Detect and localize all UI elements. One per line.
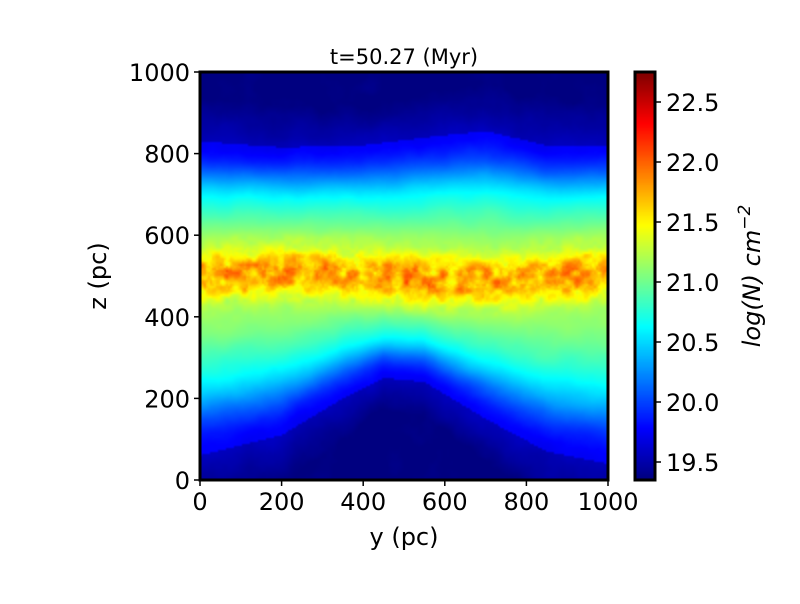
colorbar — [635, 72, 655, 480]
colorbar-tick-label: 19.5 — [666, 449, 719, 477]
colorbar-tick-label: 21.0 — [666, 269, 719, 297]
colorbar-label: log(N) cm−2 — [735, 205, 766, 348]
x-tick-label: 600 — [422, 488, 468, 516]
y-axis: 0 200 400 600 800 1000 — [129, 59, 200, 495]
colorbar-tick-label: 22.5 — [666, 89, 719, 117]
chart-title: t=50.27 (Myr) — [330, 45, 478, 69]
y-tick-label: 800 — [144, 141, 190, 169]
x-tick-label: 400 — [340, 488, 386, 516]
x-axis: 0 200 400 600 800 1000 — [192, 480, 639, 516]
x-tick-label: 1000 — [577, 488, 638, 516]
y-tick-label: 200 — [144, 385, 190, 413]
colorbar-tick-label: 20.0 — [666, 389, 719, 417]
y-tick-label: 1000 — [129, 59, 190, 87]
colorbar-frame — [633, 70, 657, 482]
colorbar-tick-label: 21.5 — [666, 209, 719, 237]
y-axis-label: z (pc) — [84, 242, 112, 309]
x-axis-label: y (pc) — [370, 523, 439, 551]
heatmap-image — [200, 72, 608, 480]
y-tick-label: 0 — [175, 467, 190, 495]
y-tick-label: 600 — [144, 222, 190, 250]
x-tick-label: 200 — [259, 488, 305, 516]
colorbar-tick-label: 20.5 — [666, 329, 719, 357]
x-tick-label: 0 — [192, 488, 207, 516]
colorbar-tick-label: 22.0 — [666, 149, 719, 177]
plot-frame — [198, 70, 610, 482]
x-tick-label: 800 — [503, 488, 549, 516]
colorbar-axis: 19.5 20.0 20.5 21.0 21.5 22.0 22.5 — [655, 89, 719, 477]
y-tick-label: 400 — [144, 304, 190, 332]
